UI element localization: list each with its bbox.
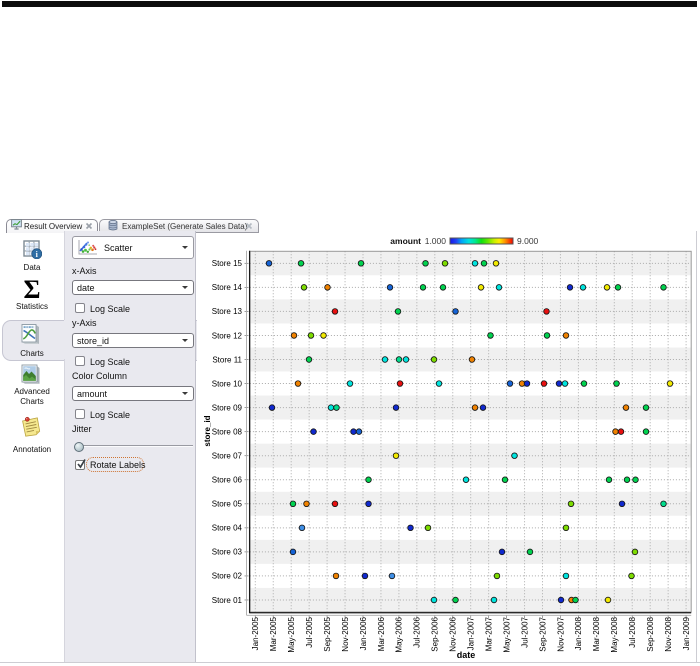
svg-text:1.000: 1.000 <box>425 236 447 246</box>
svg-text:Sep-2007: Sep-2007 <box>538 616 547 651</box>
svg-text:Store 02: Store 02 <box>212 572 243 581</box>
svg-text:May-2005: May-2005 <box>287 616 296 652</box>
svg-text:Store 03: Store 03 <box>212 548 243 557</box>
svg-text:Nov-2005: Nov-2005 <box>341 616 350 651</box>
svg-text:9.000: 9.000 <box>517 236 539 246</box>
svg-text:Sep-2005: Sep-2005 <box>323 616 332 651</box>
svg-text:Store 06: Store 06 <box>212 476 243 485</box>
svg-text:Store 09: Store 09 <box>212 403 243 412</box>
svg-text:store_id: store_id <box>203 415 212 446</box>
svg-text:Jul-2007: Jul-2007 <box>520 616 529 647</box>
svg-text:Store 05: Store 05 <box>212 500 243 509</box>
svg-text:Jan-2006: Jan-2006 <box>359 616 368 650</box>
svg-text:Store 11: Store 11 <box>212 355 242 364</box>
svg-text:Jul-2005: Jul-2005 <box>305 616 314 647</box>
svg-text:Mar-2006: Mar-2006 <box>377 616 386 651</box>
svg-text:Jan-2009: Jan-2009 <box>682 616 691 650</box>
svg-text:Store 14: Store 14 <box>212 283 243 292</box>
svg-text:Jan-2007: Jan-2007 <box>467 616 476 650</box>
svg-text:Nov-2008: Nov-2008 <box>664 616 673 651</box>
svg-text:Store 01: Store 01 <box>212 596 243 605</box>
svg-text:Sep-2008: Sep-2008 <box>646 616 655 651</box>
svg-text:Jul-2006: Jul-2006 <box>413 616 422 647</box>
svg-text:Jan-2008: Jan-2008 <box>574 616 583 650</box>
svg-text:Jul-2008: Jul-2008 <box>628 616 637 647</box>
svg-text:Store 04: Store 04 <box>212 524 243 533</box>
svg-text:i: i <box>36 250 39 259</box>
svg-text:Nov-2006: Nov-2006 <box>449 616 458 651</box>
svg-text:Store 07: Store 07 <box>212 451 243 460</box>
svg-text:Store 12: Store 12 <box>212 331 243 340</box>
svg-text:date: date <box>457 650 476 660</box>
svg-text:May-2007: May-2007 <box>502 616 511 652</box>
svg-text:Mar-2005: Mar-2005 <box>269 616 278 651</box>
svg-text:Sep-2006: Sep-2006 <box>431 616 440 651</box>
svg-text:May-2006: May-2006 <box>395 616 404 652</box>
svg-text:Store 15: Store 15 <box>212 259 243 268</box>
svg-text:Mar-2007: Mar-2007 <box>484 616 493 651</box>
svg-text:Store 08: Store 08 <box>212 427 243 436</box>
svg-text:Nov-2007: Nov-2007 <box>556 616 565 651</box>
svg-text:Mar-2008: Mar-2008 <box>592 616 601 651</box>
svg-text:Store 13: Store 13 <box>212 307 243 316</box>
svg-text:May-2008: May-2008 <box>610 616 619 652</box>
svg-text:Jan-2005: Jan-2005 <box>251 616 260 650</box>
svg-text:amount: amount <box>390 236 421 246</box>
svg-text:Store 10: Store 10 <box>212 379 243 388</box>
